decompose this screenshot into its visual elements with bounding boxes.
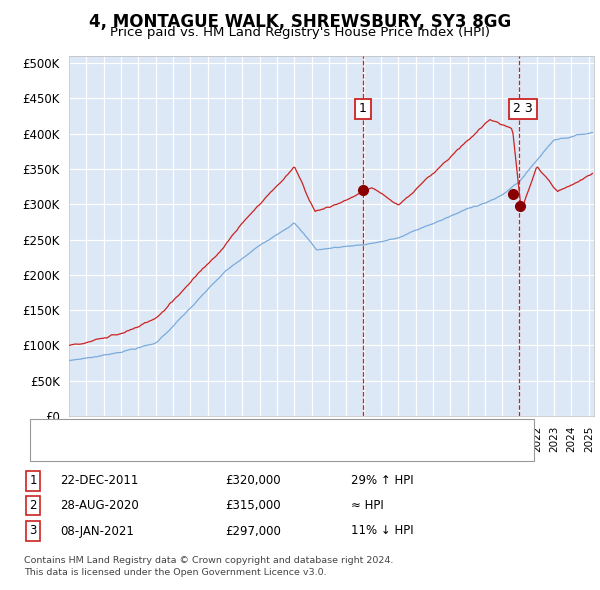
Text: 2 3: 2 3 — [513, 103, 533, 116]
Text: 08-JAN-2021: 08-JAN-2021 — [60, 525, 134, 537]
Text: 1: 1 — [359, 103, 367, 116]
Text: 11% ↓ HPI: 11% ↓ HPI — [351, 525, 413, 537]
Text: HPI: Average price, detached house, Shropshire: HPI: Average price, detached house, Shro… — [73, 445, 339, 455]
Text: 2: 2 — [29, 499, 37, 512]
Text: ≈ HPI: ≈ HPI — [351, 499, 384, 512]
Text: Price paid vs. HM Land Registry's House Price Index (HPI): Price paid vs. HM Land Registry's House … — [110, 26, 490, 39]
Text: £315,000: £315,000 — [225, 499, 281, 512]
Text: 29% ↑ HPI: 29% ↑ HPI — [351, 474, 413, 487]
Text: 28-AUG-2020: 28-AUG-2020 — [60, 499, 139, 512]
Text: £320,000: £320,000 — [225, 474, 281, 487]
Text: £297,000: £297,000 — [225, 525, 281, 537]
Text: 1: 1 — [29, 474, 37, 487]
Text: 4, MONTAGUE WALK, SHREWSBURY, SY3 8GG: 4, MONTAGUE WALK, SHREWSBURY, SY3 8GG — [89, 13, 511, 31]
Text: 22-DEC-2011: 22-DEC-2011 — [60, 474, 139, 487]
Text: 4, MONTAGUE WALK, SHREWSBURY, SY3 8GG (detached house): 4, MONTAGUE WALK, SHREWSBURY, SY3 8GG (d… — [73, 425, 428, 435]
Text: This data is licensed under the Open Government Licence v3.0.: This data is licensed under the Open Gov… — [24, 568, 326, 576]
Text: Contains HM Land Registry data © Crown copyright and database right 2024.: Contains HM Land Registry data © Crown c… — [24, 556, 394, 565]
Text: 3: 3 — [29, 525, 37, 537]
